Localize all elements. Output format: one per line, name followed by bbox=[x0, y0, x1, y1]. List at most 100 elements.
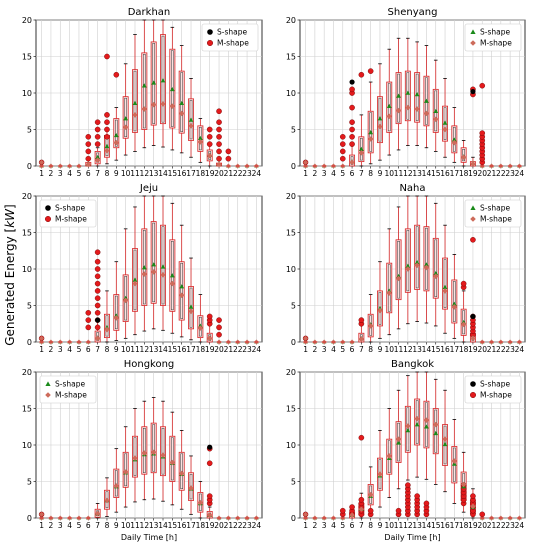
box-inner bbox=[453, 281, 456, 322]
mean-marker-s bbox=[396, 93, 401, 98]
mean-marker-m bbox=[206, 335, 213, 342]
outlier-point bbox=[94, 302, 101, 309]
x-tick-label: 5 bbox=[77, 169, 82, 178]
mean-marker-m bbox=[405, 104, 411, 111]
outlier-point bbox=[85, 309, 92, 316]
box-inner bbox=[425, 402, 428, 447]
x-tick-label: 24 bbox=[252, 345, 262, 354]
x-tick-label: 17 bbox=[186, 345, 196, 354]
legend-label: M-shape bbox=[217, 39, 249, 48]
x-tick-label: 16 bbox=[177, 521, 187, 530]
x-tick-label: 2 bbox=[312, 345, 317, 354]
x-tick-label: 24 bbox=[252, 521, 262, 530]
x-tick-label: 8 bbox=[368, 345, 373, 354]
box-inner bbox=[425, 227, 428, 290]
mean-marker-m bbox=[377, 123, 383, 130]
mean-marker-m bbox=[104, 147, 110, 154]
outlier-point bbox=[104, 133, 110, 140]
mean-marker-m bbox=[122, 124, 129, 131]
box-iqr bbox=[150, 422, 157, 474]
outlier-point bbox=[85, 317, 92, 323]
box-inner bbox=[114, 295, 118, 330]
mean-marker-m bbox=[206, 512, 213, 518]
outlier-point bbox=[358, 317, 365, 323]
outlier-point bbox=[339, 148, 346, 155]
box-inner bbox=[415, 73, 419, 121]
x-tick-label: 21 bbox=[487, 169, 497, 178]
mean-marker-m bbox=[303, 159, 309, 165]
outlier-point bbox=[94, 280, 101, 287]
x-tick-label: 21 bbox=[224, 345, 234, 354]
box-inner bbox=[397, 241, 400, 299]
x-tick-label: 3 bbox=[322, 345, 327, 354]
box-iqr bbox=[432, 237, 439, 299]
x-tick-label: 11 bbox=[394, 521, 404, 530]
outlier-point bbox=[94, 141, 101, 147]
y-tick-label: 0 bbox=[27, 514, 32, 523]
x-tick-label: 21 bbox=[487, 521, 497, 530]
outlier-point bbox=[104, 119, 110, 125]
x-tick-label: 2 bbox=[49, 345, 54, 354]
legend-marker-s bbox=[470, 381, 476, 387]
mean-marker-m bbox=[188, 308, 194, 315]
outlier-point bbox=[85, 155, 92, 162]
mean-marker-m bbox=[423, 264, 430, 271]
y-tick-label: 5 bbox=[27, 302, 32, 311]
mean-marker-m bbox=[122, 297, 129, 304]
outlier-point bbox=[85, 133, 92, 140]
x-tick-label: 24 bbox=[515, 521, 525, 530]
box-iqr bbox=[160, 426, 166, 477]
outlier-point bbox=[94, 288, 101, 294]
outlier-point bbox=[113, 71, 120, 78]
legend: S-shape M-shape bbox=[464, 23, 522, 52]
y-tick-label: 0 bbox=[291, 338, 296, 347]
legend-box bbox=[39, 375, 97, 404]
x-tick-label: 8 bbox=[368, 169, 373, 178]
legend-label: S-shape bbox=[217, 28, 247, 37]
y-tick-label: 20 bbox=[286, 192, 296, 201]
x-tick-label: 15 bbox=[431, 345, 441, 354]
legend-label: S-shape bbox=[480, 204, 510, 213]
mean-marker-m bbox=[405, 423, 411, 429]
outlier-point bbox=[216, 148, 222, 155]
x-tick-label: 14 bbox=[422, 521, 432, 530]
x-tick-label: 4 bbox=[67, 345, 72, 354]
mean-marker-s bbox=[424, 98, 429, 103]
mean-marker-s bbox=[405, 428, 411, 433]
mean-marker-s bbox=[151, 262, 157, 267]
mean-marker-m bbox=[113, 139, 120, 146]
legend-box bbox=[464, 375, 522, 404]
outlier-point bbox=[216, 331, 222, 338]
x-tick-label: 7 bbox=[95, 169, 100, 178]
x-tick-label: 20 bbox=[477, 521, 487, 530]
outlier-point bbox=[349, 504, 355, 510]
y-tick-label: 5 bbox=[291, 478, 296, 487]
legend-label: S-shape bbox=[480, 28, 510, 37]
box-iqr bbox=[423, 226, 430, 292]
mean-marker-m bbox=[197, 325, 204, 331]
outlier-point bbox=[349, 126, 355, 133]
outlier-point-black bbox=[95, 317, 101, 323]
panel-naha: 1 2 3 4 5 6 7 8 9 10 11 12 13 14 15 16 17 18 19 20 21 22 23 240… bbox=[286, 183, 526, 354]
outlier-point bbox=[206, 493, 213, 499]
box-inner bbox=[114, 470, 118, 497]
y-tick-label: 10 bbox=[286, 265, 296, 274]
y-axis-label-part: ] bbox=[3, 204, 17, 209]
outlier-point bbox=[479, 130, 486, 136]
mean-marker-m bbox=[113, 315, 120, 321]
outlier-point bbox=[206, 133, 213, 140]
outlier-point bbox=[94, 133, 101, 140]
x-tick-label: 13 bbox=[412, 345, 422, 354]
x-tick-label: 11 bbox=[394, 169, 404, 178]
outlier-point bbox=[225, 155, 232, 162]
mean-marker-m bbox=[169, 103, 176, 109]
mean-marker-s bbox=[433, 108, 439, 114]
outlier-point bbox=[405, 482, 411, 488]
x-tick-label: 24 bbox=[515, 169, 525, 178]
x-tick-label: 20 bbox=[214, 521, 224, 530]
x-tick-label: 9 bbox=[114, 521, 119, 530]
outlier-point bbox=[470, 236, 476, 243]
mean-marker-m bbox=[442, 288, 448, 294]
x-tick-label: 2 bbox=[49, 521, 54, 530]
mean-marker-m bbox=[386, 113, 393, 120]
